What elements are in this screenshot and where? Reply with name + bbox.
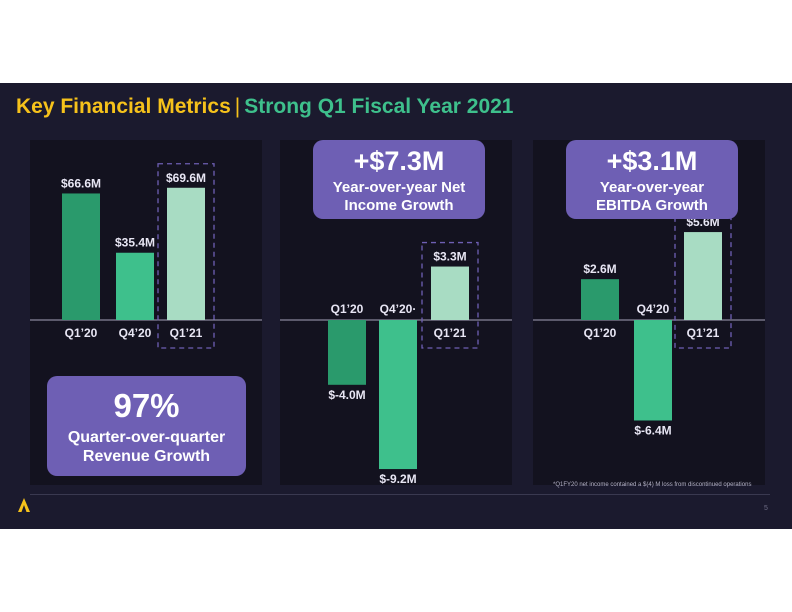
revenue-growth-label: Quarter-over-quarter Revenue Growth bbox=[67, 429, 226, 465]
revenue-bar-3 bbox=[167, 187, 205, 320]
revenue-value-label-2: $35.4M bbox=[115, 236, 155, 250]
company-logo-icon bbox=[18, 498, 30, 512]
ebitda-growth-label: Year-over-year EBITDA Growth bbox=[596, 179, 708, 214]
net-income-growth-value: +$7.3M bbox=[353, 146, 445, 176]
ebitda-bar-2 bbox=[634, 320, 672, 421]
net-income-category-label-2: Q4’20· bbox=[380, 302, 417, 316]
revenue-highlight-box bbox=[157, 163, 215, 349]
ebitda-bar-1 bbox=[581, 279, 619, 320]
ebitda-category-label-3: Q1’21 bbox=[687, 326, 720, 340]
net-income-bar-1 bbox=[328, 320, 366, 385]
revenue-value-label-3: $69.6M bbox=[166, 171, 206, 185]
title-separator: | bbox=[234, 95, 241, 118]
ebitda-growth-value: +$3.1M bbox=[606, 146, 698, 176]
revenue-growth-value: 97% bbox=[113, 387, 180, 424]
page-number: 5 bbox=[764, 505, 768, 512]
net-income-bar-2 bbox=[379, 320, 417, 470]
ebitda-growth-callout: +$3.1M Year-over-year EBITDA Growth bbox=[566, 140, 738, 219]
revenue-bar-1 bbox=[62, 193, 100, 320]
title-subtitle: Strong Q1 Fiscal Year 2021 bbox=[244, 95, 514, 118]
net-income-category-label-1: Q1’20 bbox=[331, 302, 364, 316]
net-income-growth-label: Year-over-year Net Income Growth bbox=[332, 179, 466, 214]
ebitda-value-label-2: $-6.4M bbox=[634, 423, 671, 437]
revenue-category-label-2: Q4’20 bbox=[119, 326, 152, 340]
revenue-bar-2 bbox=[116, 252, 154, 320]
net-income-value-label-3: $3.3M bbox=[433, 250, 466, 264]
footer-divider bbox=[30, 494, 770, 495]
revenue-category-label-1: Q1’20 bbox=[65, 326, 98, 340]
net-income-highlight-box bbox=[421, 241, 479, 349]
net-income-growth-callout: +$7.3M Year-over-year Net Income Growth bbox=[313, 140, 485, 219]
page-title: Key Financial Metrics | Strong Q1 Fiscal Y… bbox=[16, 95, 513, 119]
net-income-category-label-3: Q1’21 bbox=[434, 326, 467, 340]
net-income-value-label-1: $-4.0M bbox=[328, 388, 365, 402]
revenue-value-label-1: $66.6M bbox=[61, 176, 101, 190]
ebitda-bar-3 bbox=[684, 232, 722, 320]
title-main: Key Financial Metrics bbox=[16, 95, 231, 118]
net-income-value-label-2: $-9.2M bbox=[379, 472, 416, 486]
ebitda-category-label-1: Q1’20 bbox=[584, 326, 617, 340]
footnote: *Q1FY20 net income contained a $(4) M lo… bbox=[553, 482, 752, 488]
revenue-growth-callout: 97% Quarter-over-quarter Revenue Growth bbox=[47, 376, 246, 476]
ebitda-category-label-2: Q4’20 bbox=[637, 302, 670, 316]
revenue-category-label-3: Q1’21 bbox=[170, 326, 203, 340]
net-income-bar-chart: $-4.0M Q1’20 $-9.2M Q4’20· $3.3M Q1’21 bbox=[280, 241, 512, 486]
ebitda-value-label-1: $2.6M bbox=[583, 262, 616, 276]
revenue-bar-chart: $66.6M Q1’20 $35.4M Q4’20 $69.6M Q1’21 bbox=[30, 163, 262, 349]
net-income-bar-3 bbox=[431, 266, 469, 320]
